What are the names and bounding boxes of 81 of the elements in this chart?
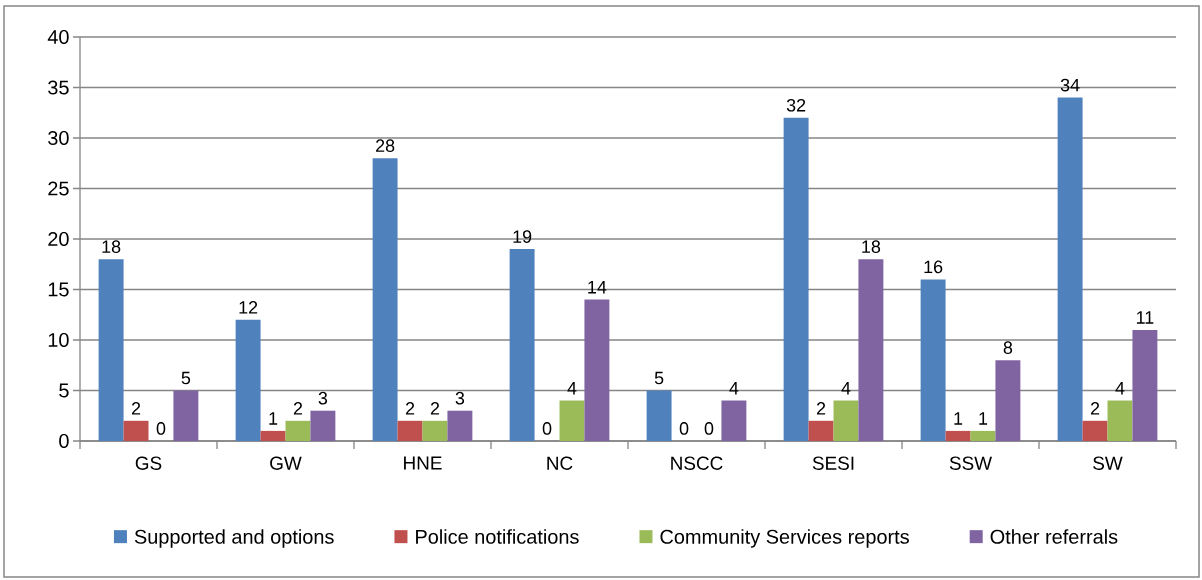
y-tick-label: 40 (47, 29, 69, 45)
data-label: 0 (704, 422, 714, 435)
bar (422, 420, 448, 441)
x-tick-label: GW (270, 456, 302, 470)
bar (1107, 400, 1133, 441)
data-label: 34 (1060, 78, 1080, 92)
x-tick-label: SESI (812, 456, 854, 470)
data-label: 3 (318, 391, 328, 405)
data-label: 1 (954, 412, 963, 425)
bar (509, 249, 535, 441)
x-tick-label: NSCC (671, 456, 723, 470)
data-label: 2 (430, 402, 440, 415)
bar (98, 259, 124, 441)
bar (945, 430, 971, 441)
x-tick-label: SSW (949, 456, 992, 470)
bar (808, 420, 834, 441)
data-label: 8 (1003, 341, 1013, 354)
data-label: 1 (269, 412, 278, 425)
x-tick-label: SW (1093, 456, 1123, 470)
data-label: 28 (376, 139, 395, 152)
data-label: 3 (455, 391, 465, 405)
y-tick-label: 30 (48, 130, 69, 146)
data-label: 2 (293, 402, 303, 415)
bar (1057, 97, 1083, 441)
data-label: 0 (679, 422, 689, 435)
bar (833, 400, 859, 441)
bar (646, 390, 672, 441)
y-tick-label: 0 (59, 433, 69, 449)
bar (235, 319, 261, 441)
y-tick-label: 5 (59, 383, 69, 398)
data-label: 4 (841, 382, 851, 395)
y-tick-label: 25 (48, 181, 69, 196)
bar (970, 430, 996, 441)
data-label: 19 (513, 230, 532, 243)
bar (310, 410, 336, 441)
bar (1132, 329, 1158, 441)
data-label: 4 (1115, 382, 1125, 395)
x-tick-label: NC (547, 456, 573, 470)
y-tick-label: 15 (48, 282, 69, 297)
bar (721, 400, 747, 441)
bar (260, 430, 286, 441)
data-label: 2 (1090, 402, 1100, 415)
bar (559, 400, 585, 441)
bar (397, 420, 423, 441)
bar (584, 299, 610, 441)
bar (173, 390, 199, 441)
bar (123, 420, 149, 441)
x-tick-label: GS (135, 456, 162, 470)
bar (447, 410, 473, 441)
y-tick-label: 10 (48, 332, 69, 348)
legend-label: Supported and options (134, 529, 334, 548)
data-label: 18 (102, 240, 121, 253)
data-label: 32 (786, 98, 806, 112)
data-label: 0 (156, 422, 166, 435)
bar (858, 259, 884, 441)
bar (783, 117, 809, 441)
y-tick-label: 35 (48, 80, 69, 95)
data-label: 12 (239, 301, 258, 314)
bar (372, 158, 398, 441)
data-label: 16 (924, 260, 943, 274)
data-label: 18 (862, 240, 881, 253)
data-label: 4 (567, 382, 577, 395)
y-tick-label: 20 (48, 231, 69, 247)
legend-label: Police notifications (416, 529, 579, 544)
bar (1082, 420, 1108, 441)
data-label: 4 (729, 382, 739, 395)
data-label: 2 (405, 402, 415, 415)
data-label: 14 (588, 281, 607, 294)
x-tick-label: HNE (404, 456, 442, 470)
legend-label: Other referrals (990, 529, 1118, 544)
legend-label: Community Services reports (660, 529, 909, 548)
data-label: 0 (542, 422, 552, 435)
data-label: 11 (1136, 311, 1154, 324)
data-label: 5 (181, 371, 191, 385)
bar (995, 360, 1021, 441)
bar (920, 279, 946, 441)
data-label: 1 (979, 412, 988, 425)
data-label: 5 (654, 371, 664, 385)
data-label: 2 (816, 402, 826, 415)
bar (285, 420, 311, 441)
data-label: 2 (131, 402, 141, 415)
